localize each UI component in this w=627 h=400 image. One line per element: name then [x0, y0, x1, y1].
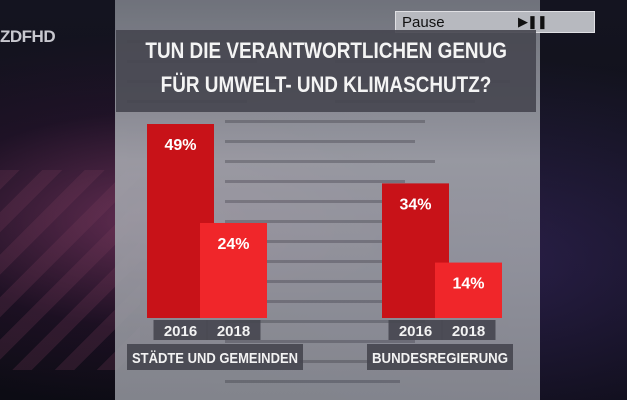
document-text-line: [225, 340, 415, 343]
chart-title-line-1: TUN DIE VERANTWORTLICHEN GENUG: [145, 38, 507, 63]
channel-logo: ZDFHD: [0, 27, 56, 46]
document-text-line: [225, 220, 420, 223]
document-text-line: [225, 120, 425, 123]
document-text-line: [225, 160, 435, 163]
bar-2018: [200, 222, 267, 318]
document-text-line: [225, 320, 425, 323]
category-label: 2018: [217, 323, 250, 340]
category-label-bg: [153, 320, 208, 340]
category-label: 2018: [452, 323, 485, 340]
group-label-bg: [367, 344, 513, 370]
document-text-line: [225, 380, 400, 383]
bar-2018: [435, 262, 502, 318]
document-text-line: [225, 200, 425, 203]
category-label-bg: [388, 320, 443, 340]
document-text-line: [225, 300, 410, 303]
document-text-line: [225, 280, 435, 283]
bar-value-label: 14%: [452, 276, 484, 293]
document-text-line: [225, 360, 430, 363]
document-text-line: [225, 140, 415, 143]
group-label: BUNDESREGIERUNG: [372, 350, 508, 367]
group-label-bg: [127, 344, 303, 370]
document-text-line: [225, 260, 395, 263]
pause-label: Pause: [402, 14, 445, 31]
category-label: 2016: [399, 323, 432, 340]
category-label: 2016: [164, 323, 197, 340]
category-label-bg: [441, 320, 496, 340]
chart-title-box: TUN DIE VERANTWORTLICHEN GENUG FÜR UMWEL…: [116, 30, 536, 112]
bar-value-label: 24%: [217, 236, 249, 253]
play-pause-icon: ▶❚❚: [518, 14, 548, 29]
chart-title-line-2: FÜR UMWELT- UND KLIMASCHUTZ?: [160, 72, 492, 97]
bar-value-label: 34%: [399, 196, 431, 213]
document-text-line: [225, 240, 430, 243]
group-label: STÄDTE UND GEMEINDEN: [132, 350, 298, 367]
document-text-line: [225, 180, 405, 183]
bar-value-label: 49%: [164, 137, 196, 154]
category-label-bg: [206, 320, 261, 340]
